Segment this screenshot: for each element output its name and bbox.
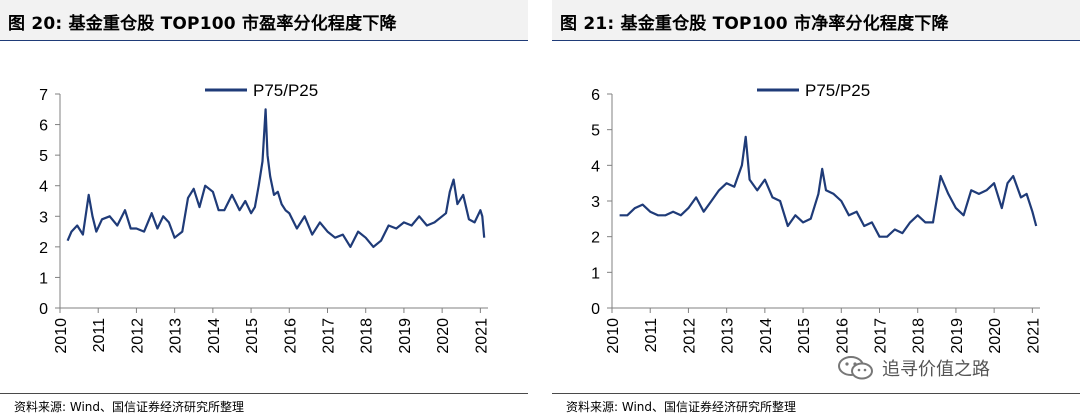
y-tick-label: 7: [39, 87, 48, 104]
x-tick-label: 2021: [473, 318, 490, 354]
figure-21-panel: 图 21: 基金重仓股 TOP100 市净率分化程度下降 0 1 2 3 4 5 6 2010…: [552, 0, 1080, 420]
y-tick-label: 5: [39, 148, 48, 165]
y-tick-label: 1: [39, 270, 48, 287]
figure-20-panel: 图 20: 基金重仓股 TOP100 市盈率分化程度下降 0 1 2 3 4 5 6 7 201…: [0, 0, 528, 420]
source-note: 资料来源: Wind、国信证券经济研究所整理: [566, 400, 797, 414]
x-tick-label: 2019: [397, 318, 414, 354]
x-tick-label: 2013: [720, 318, 737, 354]
series-line-p75-p25: [619, 135, 1038, 238]
x-tick-label: 2012: [129, 318, 146, 354]
x-tick-label: 2011: [643, 318, 660, 353]
x-tick-label: 2016: [834, 318, 851, 354]
x-tick-label: 2020: [987, 318, 1004, 354]
legend-label: P75/P25: [253, 81, 318, 100]
y-tick-label: 2: [591, 230, 600, 247]
x-tick-label: 2012: [681, 318, 698, 354]
pb-dispersion-chart: 0 1 2 3 4 5 6 2010 2011 2012 2013 2014 2015 2016 2017 2…: [591, 81, 1042, 354]
x-tick-label: 2021: [1025, 318, 1042, 354]
x-tick-label: 2018: [911, 318, 928, 354]
watermark-text: 追寻价值之路: [882, 359, 990, 380]
x-tick-label: 2015: [796, 318, 813, 354]
wechat-logo-icon: [838, 356, 873, 380]
y-tick-label: 1: [591, 265, 600, 282]
x-tick-label: 2018: [359, 318, 376, 354]
figure-title: 图 20: 基金重仓股 TOP100 市盈率分化程度下降: [8, 14, 397, 34]
x-tick-label: 2017: [873, 318, 890, 354]
y-tick-label: 0: [591, 301, 600, 318]
y-tick-label: 5: [591, 123, 600, 140]
source-divider: [552, 393, 1080, 394]
x-tick-label: 2011: [91, 318, 108, 353]
x-tick-label: 2020: [435, 318, 452, 354]
y-tick-label: 2: [39, 240, 48, 257]
y-tick-label: 6: [591, 87, 600, 104]
figure-title-band: 图 20: 基金重仓股 TOP100 市盈率分化程度下降: [0, 0, 528, 41]
x-tick-label: 2010: [605, 318, 622, 354]
x-tick-label: 2014: [206, 318, 223, 354]
figure-title-band: 图 21: 基金重仓股 TOP100 市净率分化程度下降: [552, 0, 1080, 41]
x-tick-label: 2017: [321, 318, 338, 354]
pe-dispersion-chart: 0 1 2 3 4 5 6 7 2010 2011 2012 2013 2014 2015 2016 2017…: [39, 81, 490, 354]
y-tick-label: 3: [591, 194, 600, 211]
legend-label: P75/P25: [805, 81, 870, 100]
x-tick-label: 2014: [758, 318, 775, 354]
x-tick-label: 2019: [949, 318, 966, 354]
y-tick-label: 4: [591, 158, 600, 175]
x-tick-label: 2013: [168, 318, 185, 354]
y-tick-label: 3: [39, 209, 48, 226]
series-line-p75-p25: [66, 108, 486, 248]
source-note: 资料来源: Wind、国信证券经济研究所整理: [14, 400, 245, 414]
y-tick-label: 0: [39, 301, 48, 318]
y-tick-label: 4: [39, 179, 48, 196]
x-tick-label: 2016: [282, 318, 299, 354]
y-tick-label: 6: [39, 118, 48, 135]
x-tick-label: 2010: [53, 318, 70, 354]
x-tick-label: 2015: [244, 318, 261, 354]
wechat-watermark: 追寻价值之路: [836, 355, 990, 381]
figure-title: 图 21: 基金重仓股 TOP100 市净率分化程度下降: [560, 14, 949, 34]
source-divider: [0, 393, 528, 394]
